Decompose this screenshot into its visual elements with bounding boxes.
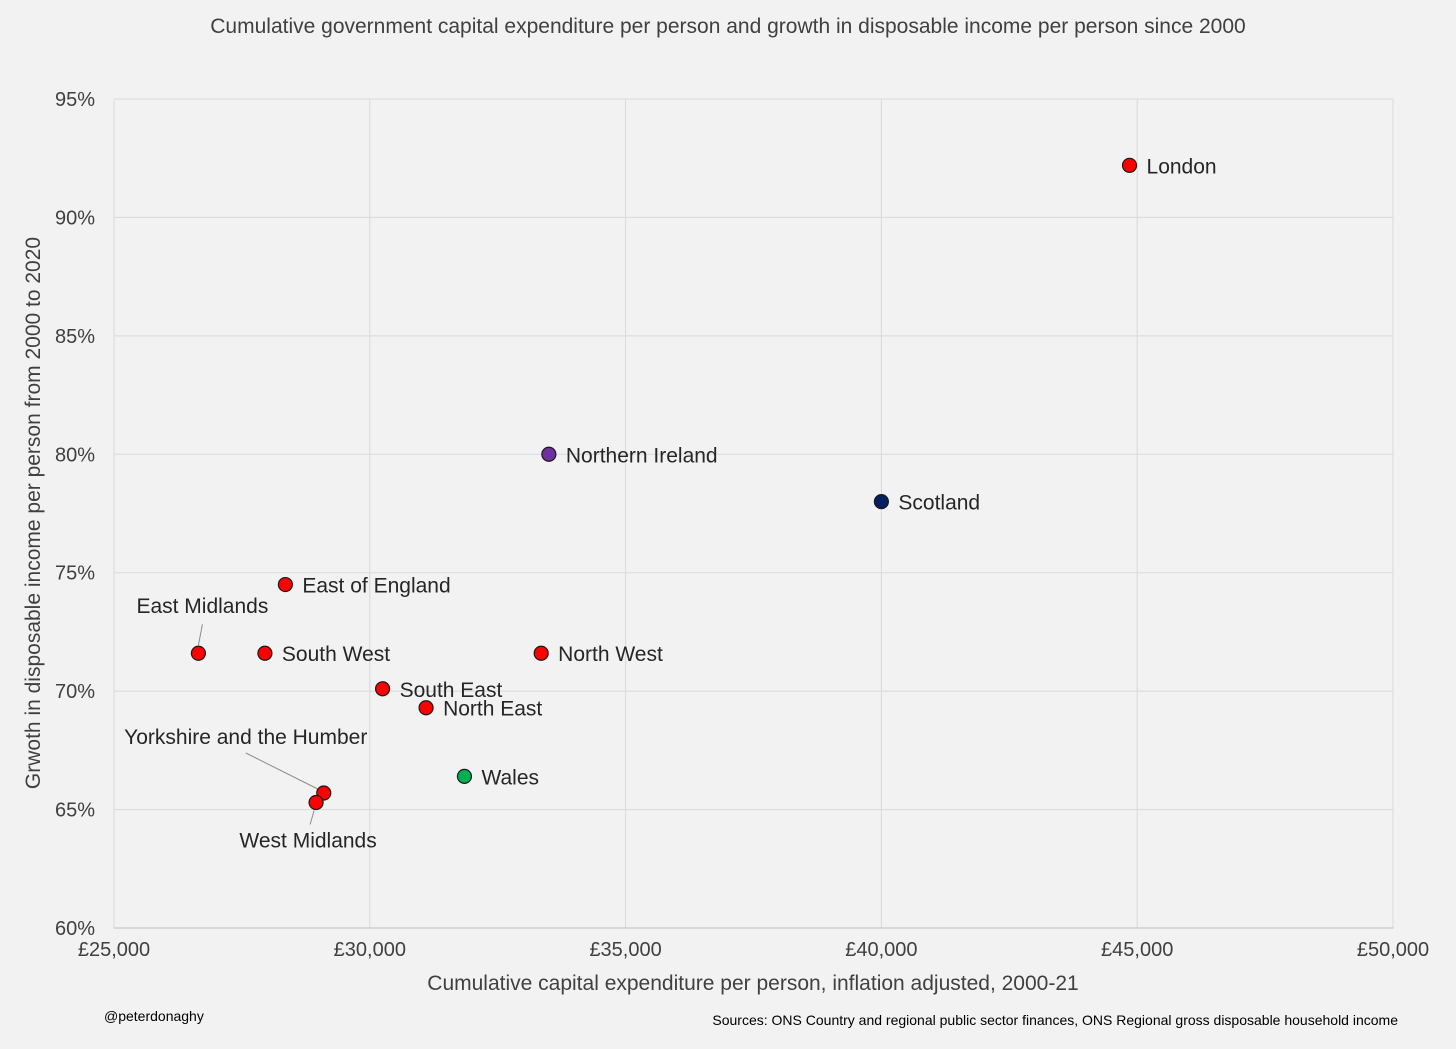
label-london: London (1147, 155, 1217, 178)
y-tick-label: 65% (55, 800, 95, 822)
plot-area (113, 98, 1394, 929)
y-tick-label: 75% (55, 563, 95, 585)
point-north-west (533, 645, 549, 661)
x-tick-label: £45,000 (1101, 939, 1173, 961)
gridlines (114, 99, 1393, 928)
point-east-midlands (190, 645, 207, 661)
axis-ticks: 60% 65% 70% 75% 80% 85% 90% 95% £25,000 £30,000 £3… (55, 89, 1429, 961)
label-east-of-england: East of England (302, 575, 450, 598)
point-west-midlands (308, 794, 324, 811)
y-tick-label: 85% (55, 326, 95, 348)
y-axis-title: Grwoth in disposable income per person f… (22, 237, 45, 789)
x-tick-label: £30,000 (334, 939, 406, 961)
x-axis-title: Cumulative capital expenditure per perso… (427, 972, 1078, 995)
y-tick-label: 70% (55, 681, 95, 703)
leader-yorkshire-and-the-humber (245, 752, 318, 790)
point-north-east (418, 700, 434, 716)
point-south-east (374, 681, 391, 697)
point-scotland (873, 494, 890, 510)
x-tick-label: £50,000 (1357, 939, 1429, 961)
sources-note: Sources: ONS Country and regional public… (712, 1012, 1398, 1028)
label-east-midlands: East Midlands (136, 595, 268, 618)
label-northern-ireland: Northern Ireland (566, 444, 718, 467)
point-east-of-england (277, 576, 293, 593)
leader-west-midlands (309, 810, 315, 825)
x-tick-label: £25,000 (78, 939, 150, 961)
x-tick-label: £40,000 (845, 939, 917, 961)
point-northern-ireland (541, 446, 557, 462)
label-west-midlands: West Midlands (239, 829, 376, 852)
label-yorkshire-and-the-humber: Yorkshire and the Humber (124, 726, 367, 749)
point-south-west (257, 645, 273, 661)
y-tick-label: 80% (55, 444, 95, 466)
point-labels: London Northern Ireland Scotland East of En… (124, 155, 1216, 852)
label-north-west: North West (558, 643, 663, 666)
label-scotland: Scotland (898, 492, 980, 515)
label-south-east: South East (400, 679, 503, 702)
leader-east-midlands (197, 624, 203, 646)
credit-handle: @peterdonaghy (104, 1008, 204, 1024)
y-tick-label: 95% (55, 89, 95, 111)
y-tick-label: 90% (55, 207, 95, 229)
label-wales: Wales (481, 766, 539, 789)
label-north-east: North East (443, 698, 542, 721)
leader-lines (197, 624, 318, 825)
data-points (190, 157, 1138, 811)
x-tick-label: £35,000 (589, 939, 661, 961)
point-wales (456, 768, 473, 785)
label-south-west: South West (282, 643, 390, 666)
chart-title: Cumulative government capital expenditur… (210, 15, 1245, 38)
point-london (1121, 157, 1138, 173)
y-tick-label: 60% (55, 918, 95, 940)
